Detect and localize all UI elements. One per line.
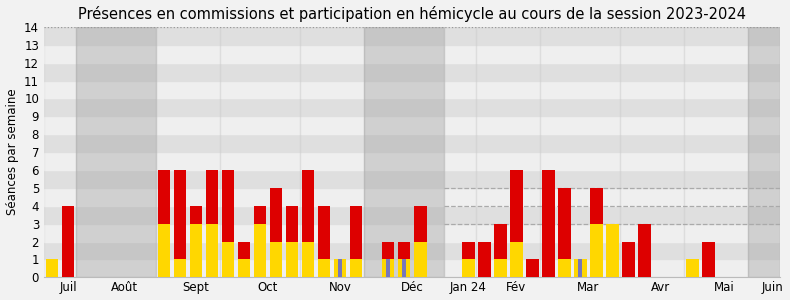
Bar [205,224,218,277]
Bar [190,224,202,277]
Bar [254,206,266,224]
Bar [44,152,781,170]
Bar [44,224,781,242]
Bar [174,170,186,260]
Bar [510,242,522,277]
Bar [158,170,171,224]
Bar [158,224,171,277]
Bar [190,206,202,224]
Bar [461,260,475,277]
Bar [44,116,781,134]
Bar [338,260,342,277]
Bar [494,260,506,277]
Bar [222,242,235,277]
Bar [578,260,582,277]
Bar [269,188,283,242]
Bar [220,27,300,277]
Bar [397,242,411,260]
Bar [558,260,570,277]
Bar [620,27,684,277]
Bar [590,224,603,277]
Bar [386,260,390,277]
Bar [286,206,299,242]
Bar [44,242,781,260]
Bar [156,27,220,277]
Bar [590,188,603,224]
Bar [286,242,299,277]
Bar [364,27,444,277]
Bar [606,224,619,277]
Bar [44,98,781,116]
Bar [444,27,476,277]
Bar [478,242,491,277]
Bar [350,206,363,260]
Bar [44,206,781,224]
Bar [414,206,427,242]
Bar [382,242,394,260]
Bar [174,260,186,277]
Bar [44,80,781,98]
Bar [46,260,58,277]
Bar [333,260,347,277]
Bar [318,206,330,260]
Bar [238,260,250,277]
Bar [44,63,781,80]
Bar [44,188,781,206]
Bar [461,242,475,260]
Bar [254,224,266,277]
Bar [76,27,156,277]
Bar [44,260,781,277]
Bar [302,242,314,277]
Bar [44,170,781,188]
Bar [494,224,506,260]
Bar [300,27,364,277]
Title: Présences en commissions et participation en hémicycle au cours de la session 20: Présences en commissions et participatio… [78,6,746,22]
Bar [414,242,427,277]
Bar [510,170,522,242]
Bar [44,134,781,152]
Bar [238,242,250,260]
Bar [318,260,330,277]
Bar [540,27,620,277]
Bar [62,206,74,277]
Bar [574,260,586,277]
Bar [748,27,781,277]
Bar [44,45,781,63]
Bar [684,27,748,277]
Bar [542,170,555,277]
Bar [302,170,314,242]
Bar [476,27,540,277]
Bar [44,27,76,277]
Bar [205,170,218,224]
Bar [350,260,363,277]
Bar [44,27,781,45]
Bar [558,188,570,260]
Bar [638,224,651,277]
Bar [525,260,539,277]
Y-axis label: Séances par semaine: Séances par semaine [6,89,18,215]
Bar [622,242,634,277]
Bar [686,260,698,277]
Bar [382,260,394,277]
Bar [269,242,283,277]
Bar [397,260,411,277]
Bar [702,242,715,277]
Bar [402,260,406,277]
Bar [222,170,235,242]
